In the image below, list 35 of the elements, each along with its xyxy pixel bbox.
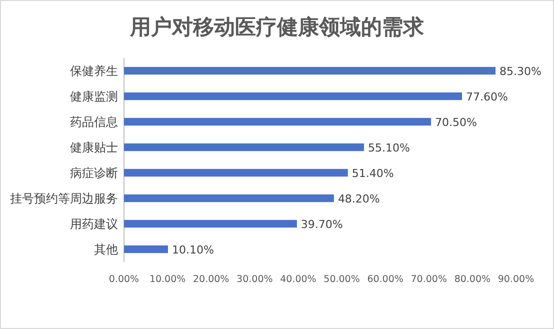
chart-title: 用户对移动医疗健康领域的需求	[129, 15, 425, 39]
bar	[124, 220, 297, 228]
x-tick-label: 20.00%	[192, 274, 230, 285]
x-tick-label: 50.00%	[324, 274, 360, 285]
x-tick-label: 70.00%	[410, 274, 448, 285]
data-label: 10.10%	[172, 243, 214, 256]
data-label: 55.10%	[368, 141, 410, 154]
data-label: 51.40%	[352, 166, 394, 180]
data-label: 48.20%	[338, 192, 380, 206]
y-tick-label: 挂号预约等周边服务	[10, 191, 118, 206]
bar	[124, 168, 348, 177]
bar	[124, 118, 432, 126]
data-label: 77.60%	[466, 90, 508, 104]
x-tick-label: 90.00%	[498, 274, 534, 285]
data-label: 85.30%	[500, 64, 542, 78]
bar	[124, 66, 496, 75]
x-tick-label: 0.00%	[108, 274, 140, 285]
bar	[124, 245, 168, 254]
x-tick-label: 30.00%	[236, 274, 273, 285]
y-tick-label: 病症诊断	[70, 166, 118, 180]
y-tick-label: 其他	[94, 242, 118, 256]
x-tick-label: 10.00%	[149, 274, 186, 285]
bar	[124, 143, 364, 152]
x-tick-label: 60.00%	[367, 274, 404, 285]
y-tick-label: 药品信息	[70, 114, 118, 129]
y-tick-label: 健康监测	[70, 89, 118, 104]
data-label: 39.70%	[300, 218, 343, 231]
x-tick-label: 40.00%	[280, 274, 316, 285]
y-tick-label: 健康贴士	[70, 140, 118, 154]
data-label: 70.50%	[435, 116, 478, 129]
y-tick-label: 用药建议	[70, 216, 118, 231]
y-tick-label: 保健养生	[70, 64, 118, 78]
bar	[124, 92, 462, 100]
x-tick-label: 80.00%	[454, 274, 491, 285]
bar	[124, 194, 334, 202]
